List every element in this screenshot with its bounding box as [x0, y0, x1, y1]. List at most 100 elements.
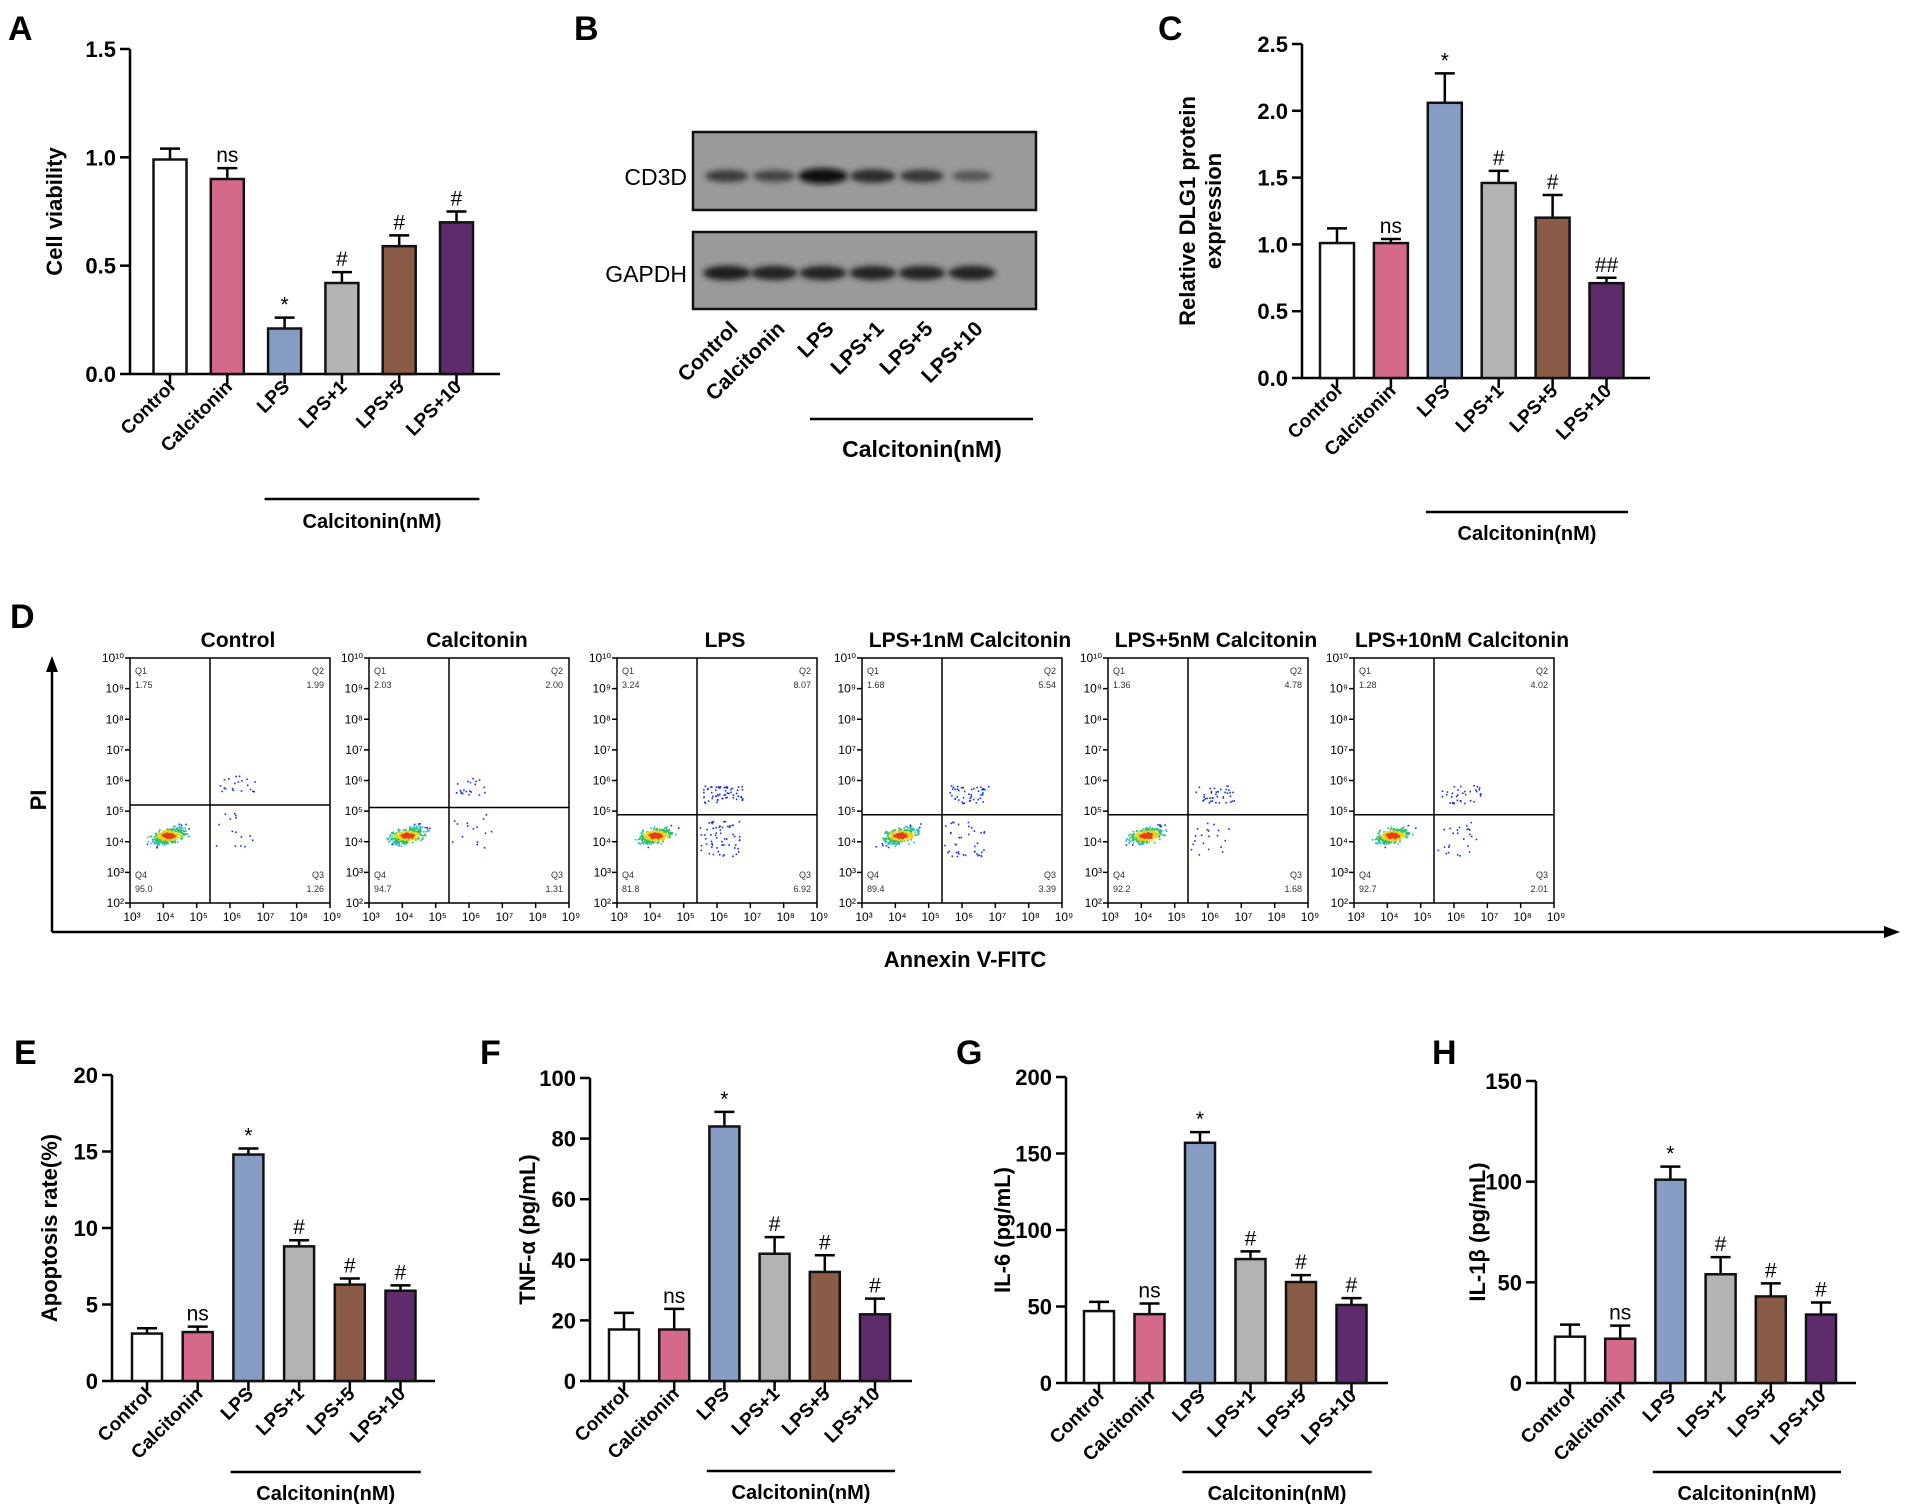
significance-label: # — [1493, 147, 1505, 170]
scatter-dot — [1138, 843, 1141, 846]
scatter-dot — [1390, 825, 1393, 828]
scatter-dot — [1379, 841, 1381, 843]
scatter-dot — [721, 826, 724, 829]
x-tick-label: LPS+1 — [1204, 1385, 1261, 1442]
scatter-dot — [887, 846, 890, 849]
scatter-dot — [656, 829, 658, 832]
scatter-dot — [894, 835, 897, 838]
flow-plot: LPS+10nM Calcitonin10²10³10⁴10⁵10⁶10⁷10⁸… — [1326, 629, 1569, 924]
scatter-dot — [421, 826, 424, 828]
flow-plot-frame — [616, 657, 818, 904]
scatter-dot — [157, 843, 159, 845]
quadrant-percentage: 2.03 — [374, 680, 392, 690]
scatter-dot — [642, 843, 645, 845]
scatter-dot — [1158, 836, 1161, 838]
scatter-dot — [657, 833, 660, 836]
bar-lps-10 — [858, 1313, 892, 1383]
scatter-dot — [1451, 802, 1454, 805]
scatter-dot — [654, 830, 657, 833]
y-tick-label: 10³ — [1085, 865, 1102, 879]
scatter-dot — [146, 836, 149, 839]
scatter-dot — [1392, 828, 1394, 831]
scatter-dot — [1206, 828, 1209, 831]
scatter-dot — [904, 832, 907, 835]
scatter-dot — [665, 827, 667, 829]
significance-label: ns — [1609, 1302, 1631, 1325]
scatter-dot — [962, 854, 965, 856]
quadrant-percentage: 2.00 — [545, 680, 563, 690]
y-tick-label: 10² — [839, 896, 856, 910]
scatter-dot — [157, 835, 160, 837]
scatter-dot — [234, 782, 236, 785]
y-tick-label: 10 — [74, 1216, 98, 1241]
scatter-dot — [418, 830, 420, 833]
scatter-dot — [900, 828, 903, 831]
scatter-dot — [1147, 833, 1150, 836]
scatter-dot — [402, 830, 405, 833]
scatter-dot — [1453, 802, 1455, 805]
scatter-dot — [650, 839, 652, 842]
scatter-dot — [411, 827, 414, 829]
scatter-dot — [1455, 795, 1458, 798]
y-tick-label: 1.5 — [85, 37, 116, 62]
scatter-dot — [1142, 828, 1145, 830]
scatter-dot — [1390, 836, 1393, 838]
significance-label: # — [769, 1213, 781, 1236]
scatter-dot — [1407, 831, 1409, 834]
scatter-dot — [1391, 833, 1393, 836]
scatter-dot — [1194, 840, 1196, 842]
scatter-dot — [1388, 839, 1391, 842]
scatter-dot — [167, 832, 170, 834]
scatter-dot — [238, 775, 241, 778]
scatter-dot — [1225, 788, 1228, 791]
scatter-dot — [710, 821, 713, 824]
scatter-dot — [1385, 838, 1388, 841]
scatter-dot — [1135, 837, 1138, 839]
scatter-dot — [1469, 833, 1471, 836]
scatter-dot — [975, 801, 978, 804]
scatter-dot — [917, 830, 919, 832]
scatter-dot — [894, 845, 897, 848]
scatter-dot — [1378, 840, 1381, 842]
scatter-dot — [404, 831, 407, 833]
scatter-dot — [645, 839, 647, 842]
scatter-dot — [913, 829, 916, 831]
scatter-dot — [398, 830, 400, 833]
group-label: Calcitonin(nM) — [842, 436, 1002, 462]
scatter-dot — [908, 827, 911, 830]
scatter-dot — [884, 839, 887, 841]
scatter-dot — [732, 824, 734, 827]
scatter-dot — [1377, 832, 1379, 835]
scatter-dot — [712, 795, 714, 798]
scatter-dot — [156, 839, 159, 842]
scatter-dot — [711, 846, 713, 848]
scatter-dot — [173, 838, 176, 840]
scatter-dot — [897, 833, 900, 835]
scatter-dot — [903, 840, 906, 842]
scatter-dot — [1447, 851, 1450, 854]
y-tick-label: 2.0 — [1257, 99, 1288, 124]
scatter-dot — [642, 841, 644, 843]
scatter-dot — [153, 841, 156, 843]
scatter-dot — [246, 784, 249, 787]
y-tick-label: 10⁸ — [838, 712, 856, 726]
scatter-dot — [1164, 834, 1166, 837]
scatter-dot — [1129, 840, 1132, 842]
scatter-dot — [711, 822, 713, 825]
x-tick-label: 10⁹ — [323, 910, 342, 924]
scatter-dot — [398, 838, 401, 840]
scatter-dot — [1211, 800, 1214, 802]
scatter-dot — [671, 832, 673, 834]
scatter-dot — [888, 841, 891, 843]
scatter-dot — [410, 836, 413, 839]
scatter-dot — [396, 835, 399, 838]
scatter-dot — [1195, 791, 1198, 794]
scatter-dot — [1475, 838, 1478, 841]
scatter-dot — [156, 845, 158, 848]
scatter-dot — [165, 838, 167, 841]
scatter-dot — [1202, 800, 1204, 802]
scatter-dot — [1153, 833, 1155, 836]
scatter-dot — [890, 831, 892, 834]
